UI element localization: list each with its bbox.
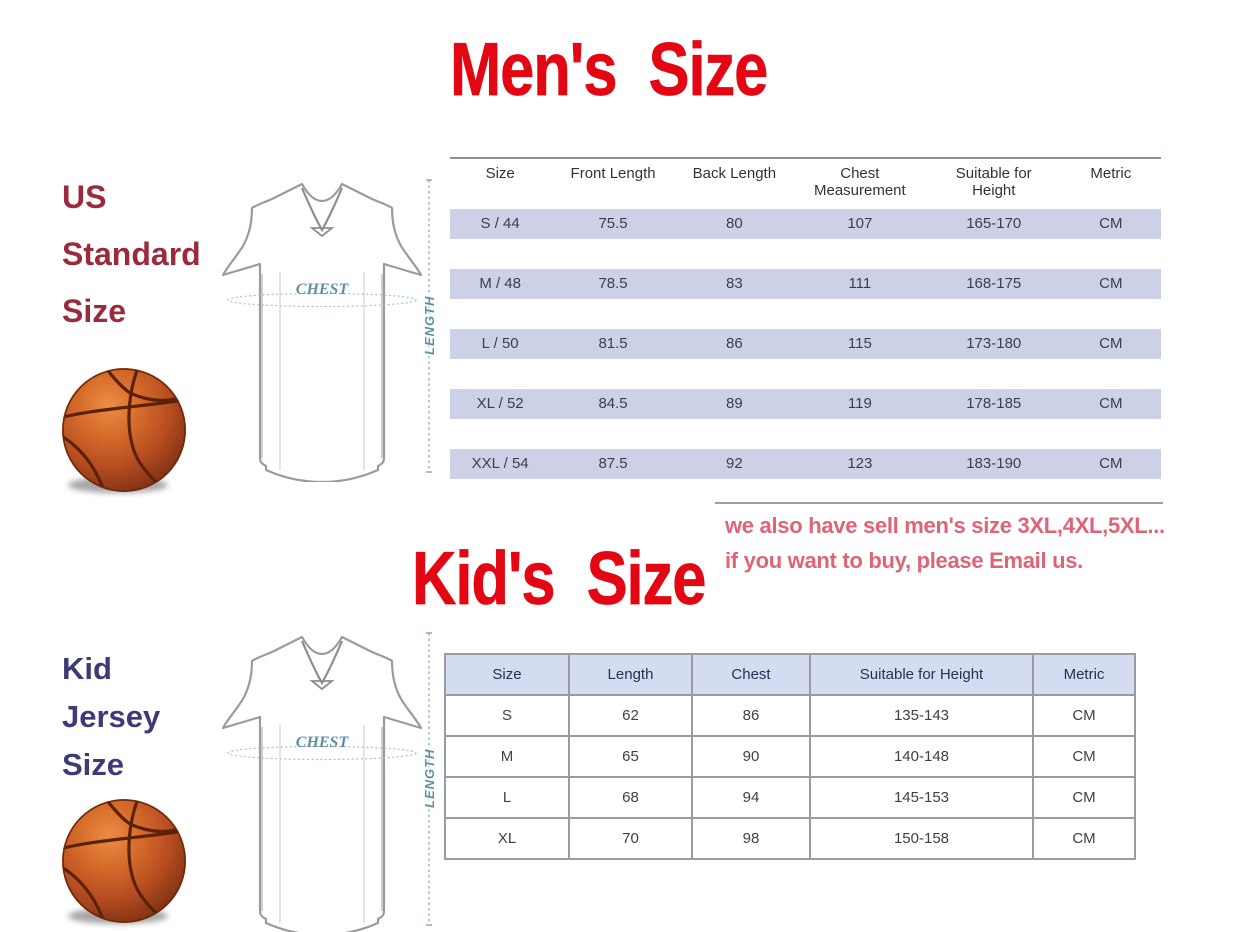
svg-text:CHEST: CHEST: [296, 734, 350, 751]
svg-text:CHEST: CHEST: [296, 281, 350, 298]
